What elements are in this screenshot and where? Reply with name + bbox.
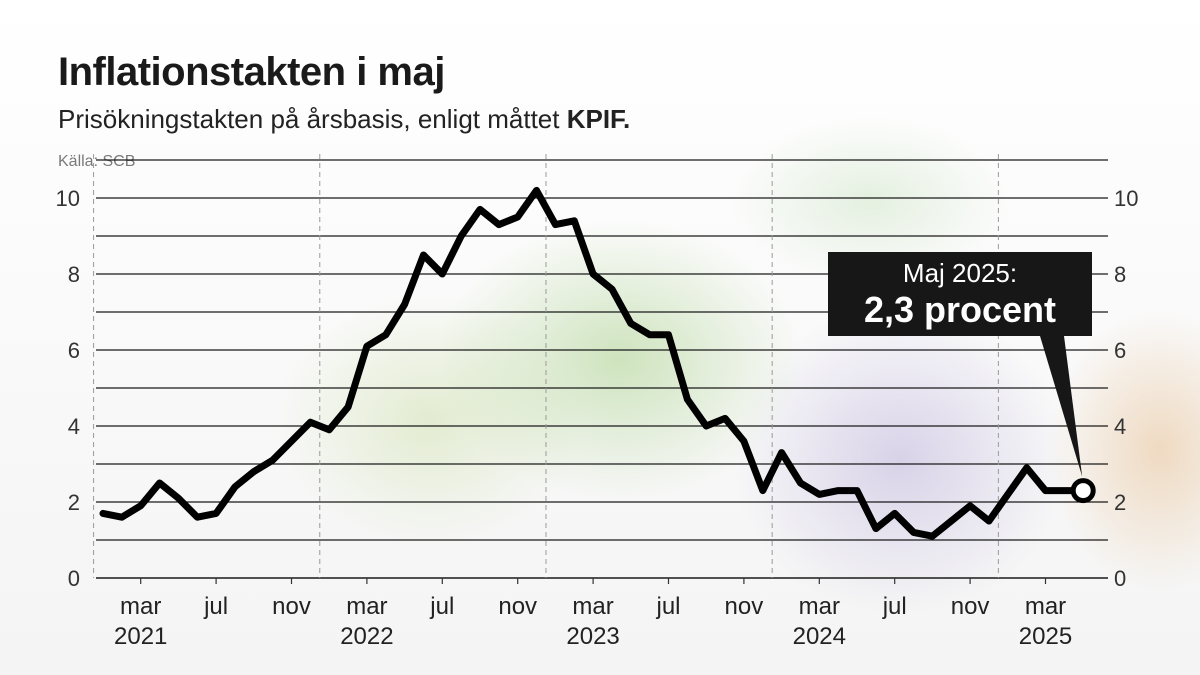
- x-year-label: 2021: [114, 623, 167, 650]
- chart-title: Inflationstakten i maj: [58, 50, 445, 94]
- y-tick-label: 2: [68, 490, 80, 515]
- callout-box: Maj 2025: 2,3 procent: [828, 252, 1092, 336]
- y-tick-label: 4: [1114, 414, 1126, 439]
- x-tick-label: mar: [1025, 593, 1066, 620]
- x-tick-label: jul: [429, 593, 454, 620]
- series-layer: [99, 186, 1087, 540]
- x-tick-label: nov: [725, 593, 764, 620]
- y-tick-label: 10: [1114, 186, 1138, 211]
- x-tick-label: jul: [655, 593, 680, 620]
- y-tick-label: 8: [1114, 262, 1126, 287]
- y-axis-right: 0 2 4 6 8 10: [1114, 186, 1138, 591]
- callout-pointer: [1040, 336, 1083, 477]
- x-tick-label: mar: [572, 593, 613, 620]
- x-tick-label: jul: [882, 593, 907, 620]
- x-tick-label: nov: [272, 593, 311, 620]
- highlight-point: [1070, 478, 1096, 504]
- x-tick-label: mar: [346, 593, 387, 620]
- y-tick-label: 8: [68, 262, 80, 287]
- x-axis: mar 2021 jul nov mar 2022 jul nov mar 2023 jul nov m…: [114, 578, 1072, 650]
- y-tick-label: 6: [1114, 338, 1126, 363]
- x-year-label: 2024: [793, 623, 846, 650]
- callout-line1: Maj 2025:: [902, 258, 1018, 288]
- kpif-series-line: [99, 186, 1087, 540]
- x-year-label: 2023: [566, 623, 619, 650]
- x-tick-label: nov: [951, 593, 990, 620]
- y-tick-label: 6: [68, 338, 80, 363]
- subtitle-emphasis: KPIF.: [566, 104, 631, 134]
- y-tick-label: 10: [56, 186, 80, 211]
- subtitle-text: Prisökningstakten på årsbasis, enligt må…: [58, 104, 567, 134]
- y-tick-label: 4: [68, 414, 80, 439]
- y-tick-label: 2: [1114, 490, 1126, 515]
- callout-line2: 2,3 procent: [863, 289, 1057, 330]
- x-tick-label: nov: [498, 593, 537, 620]
- source-note: Källa: SCB: [58, 153, 136, 170]
- callout-pointer-layer: [1040, 336, 1096, 504]
- x-tick-label: mar: [120, 593, 161, 620]
- y-tick-label: 0: [68, 566, 80, 591]
- x-tick-label: mar: [799, 593, 840, 620]
- y-axis-left: 0 2 4 6 8 10: [56, 186, 80, 591]
- x-year-label: 2025: [1019, 623, 1072, 650]
- chart-subtitle: Prisökningstakten på årsbasis, enligt må…: [58, 104, 630, 135]
- x-tick-label: jul: [203, 593, 228, 620]
- x-year-label: 2022: [340, 623, 393, 650]
- y-tick-label: 0: [1114, 566, 1126, 591]
